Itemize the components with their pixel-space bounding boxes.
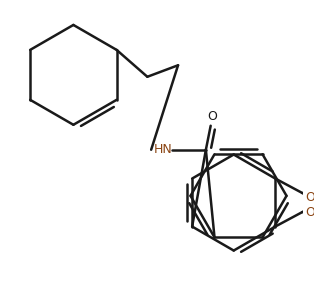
Text: O: O xyxy=(305,191,314,204)
Text: O: O xyxy=(208,110,218,123)
Text: HN: HN xyxy=(153,143,172,156)
Text: O: O xyxy=(305,206,314,219)
